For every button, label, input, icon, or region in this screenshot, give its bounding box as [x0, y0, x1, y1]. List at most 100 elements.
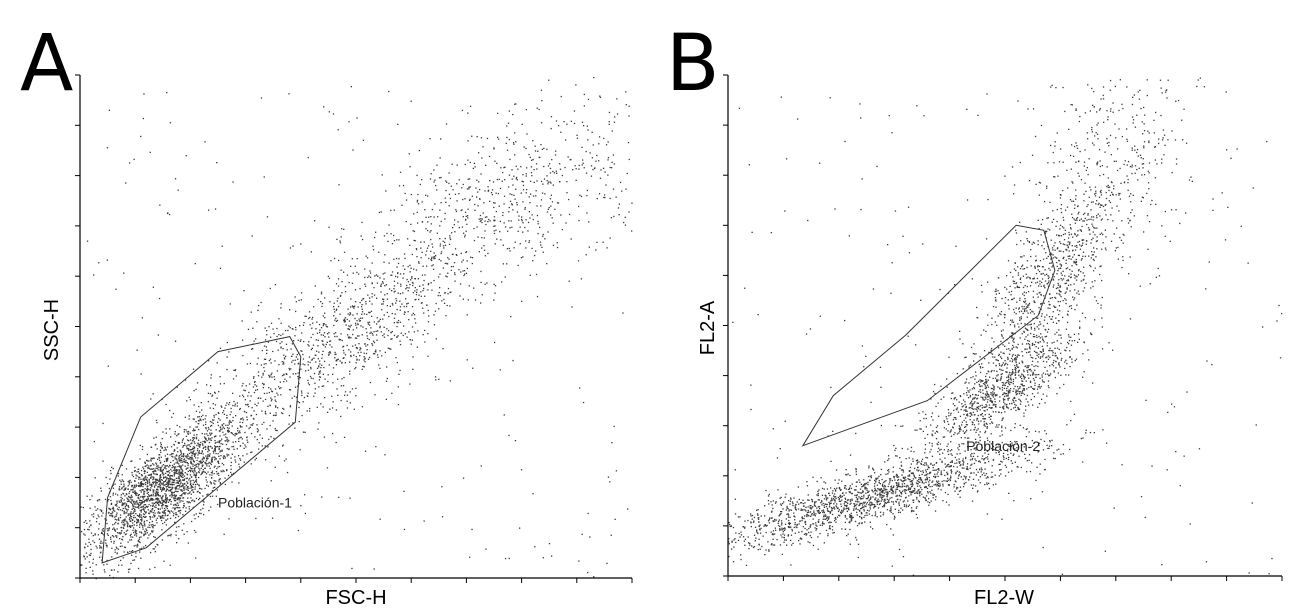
data-point: [911, 509, 913, 512]
data-point: [169, 500, 171, 502]
data-point: [383, 336, 386, 338]
data-point: [152, 481, 154, 484]
data-point: [128, 495, 130, 498]
data-point: [327, 411, 329, 413]
data-point: [383, 333, 385, 335]
data-point: [266, 428, 268, 430]
data-point: [180, 450, 182, 452]
data-point: [123, 503, 125, 505]
data-point: [450, 185, 452, 187]
data-point: [309, 375, 312, 378]
data-point: [617, 207, 620, 209]
data-point: [509, 227, 511, 229]
data-point: [469, 556, 471, 558]
data-point: [487, 252, 489, 255]
data-point: [447, 257, 449, 259]
data-point: [175, 495, 177, 498]
data-point: [261, 437, 263, 439]
data-point: [448, 193, 451, 195]
data-point: [298, 362, 300, 364]
data-point: [219, 482, 221, 484]
data-point: [626, 172, 628, 175]
data-point: [141, 517, 143, 519]
data-point: [532, 218, 534, 221]
data-point: [119, 532, 121, 534]
data-point: [443, 247, 445, 249]
data-point: [385, 284, 388, 286]
data-point: [415, 322, 417, 324]
data-point: [240, 418, 242, 420]
data-point: [430, 282, 432, 284]
data-point: [244, 444, 246, 446]
data-point: [941, 460, 943, 462]
data-point: [141, 502, 143, 504]
data-point: [368, 324, 371, 326]
data-point: [269, 404, 271, 406]
data-point: [275, 400, 277, 403]
data-point: [270, 390, 273, 392]
data-point: [598, 143, 600, 145]
data-point: [323, 360, 326, 362]
data-point: [525, 247, 527, 249]
data-point: [165, 519, 167, 521]
data-point: [316, 367, 319, 369]
data-point: [177, 441, 180, 444]
data-point: [388, 262, 390, 264]
data-point: [214, 457, 216, 459]
data-point: [244, 431, 246, 434]
data-point: [508, 174, 511, 176]
data-point: [501, 281, 503, 283]
data-point: [219, 445, 221, 448]
data-point: [969, 467, 971, 469]
data-point: [286, 373, 288, 376]
data-point: [312, 333, 314, 336]
data-point: [625, 188, 627, 190]
data-point: [203, 514, 205, 516]
data-point: [288, 389, 291, 391]
data-point: [98, 528, 100, 530]
data-point: [155, 470, 157, 472]
data-point: [127, 568, 130, 571]
data-point: [285, 373, 287, 375]
data-point: [788, 519, 790, 522]
data-point: [124, 495, 126, 497]
data-point: [910, 492, 912, 494]
data-point: [543, 147, 545, 149]
data-point: [449, 237, 451, 239]
data-point: [283, 363, 285, 365]
data-point: [444, 237, 446, 240]
data-point: [841, 528, 843, 530]
data-point: [905, 489, 907, 491]
data-point: [813, 503, 816, 505]
data-point: [439, 238, 441, 240]
data-point: [198, 467, 200, 470]
data-point: [324, 317, 326, 319]
data-point: [137, 485, 139, 487]
data-point: [254, 436, 256, 438]
data-point: [817, 536, 819, 538]
data-point: [841, 480, 843, 482]
data-point: [961, 467, 964, 469]
data-point: [226, 356, 228, 358]
data-point: [113, 536, 115, 538]
data-point: [180, 468, 182, 470]
data-point: [576, 134, 578, 136]
data-point: [127, 500, 130, 502]
data-point: [206, 433, 208, 435]
data-point: [905, 492, 907, 495]
data-point: [269, 358, 272, 360]
data-point: [393, 240, 396, 242]
data-point: [628, 211, 630, 213]
data-point: [214, 439, 216, 442]
data-point: [95, 578, 97, 580]
data-point: [814, 515, 816, 517]
data-point: [949, 450, 951, 452]
data-point: [412, 368, 414, 370]
data-point: [364, 268, 366, 270]
data-point: [410, 279, 412, 281]
data-point: [441, 516, 444, 518]
data-point: [144, 461, 146, 464]
data-point: [428, 257, 430, 260]
data-point: [431, 243, 433, 245]
data-point: [231, 432, 233, 434]
